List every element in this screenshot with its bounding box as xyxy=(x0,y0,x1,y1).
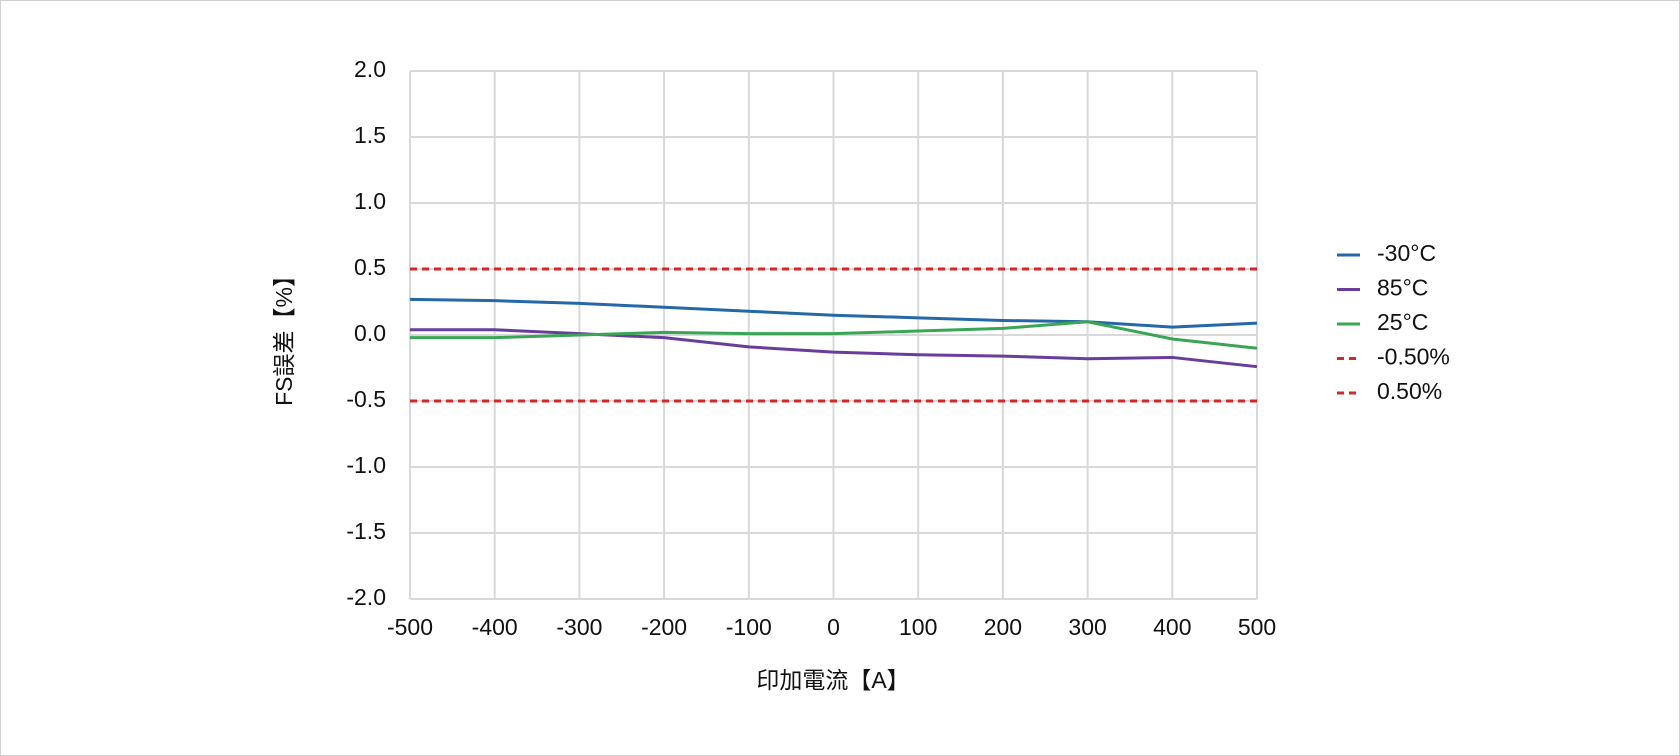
x-tick-label: -100 xyxy=(726,614,772,640)
y-tick-label: -2.0 xyxy=(346,584,386,610)
y-axis-label: FS誤差【%】 xyxy=(271,264,297,406)
x-tick-label: 0 xyxy=(827,614,840,640)
y-tick-label: 2.0 xyxy=(354,56,386,82)
x-tick-label: 200 xyxy=(984,614,1022,640)
x-tick-label: -200 xyxy=(641,614,687,640)
y-tick-label: 1.0 xyxy=(354,188,386,214)
legend-label: -0.50% xyxy=(1377,344,1450,370)
x-tick-label: 500 xyxy=(1238,614,1276,640)
y-tick-label: -0.5 xyxy=(346,386,386,412)
legend-label: 25°C xyxy=(1377,309,1428,335)
x-tick-label: -300 xyxy=(556,614,602,640)
x-tick-label: 300 xyxy=(1068,614,1106,640)
legend-label: 0.50% xyxy=(1377,378,1442,404)
x-tick-label: -400 xyxy=(472,614,518,640)
legend-label: 85°C xyxy=(1377,275,1428,301)
y-tick-label: 1.5 xyxy=(354,122,386,148)
x-axis-label: 印加電流【A】 xyxy=(756,667,909,693)
series-line xyxy=(410,328,1258,369)
legend-label: -30°C xyxy=(1377,240,1436,266)
series-line xyxy=(409,297,1258,329)
y-tick-label: -1.5 xyxy=(346,518,386,544)
y-tick-label: 0.5 xyxy=(354,254,386,280)
x-tick-label: 400 xyxy=(1153,614,1191,640)
x-tick-label: 100 xyxy=(899,614,937,640)
y-tick-label: -1.0 xyxy=(346,452,386,478)
y-tick-label: 0.0 xyxy=(354,320,386,346)
series-line xyxy=(410,320,1258,350)
x-tick-label: -500 xyxy=(387,614,433,640)
